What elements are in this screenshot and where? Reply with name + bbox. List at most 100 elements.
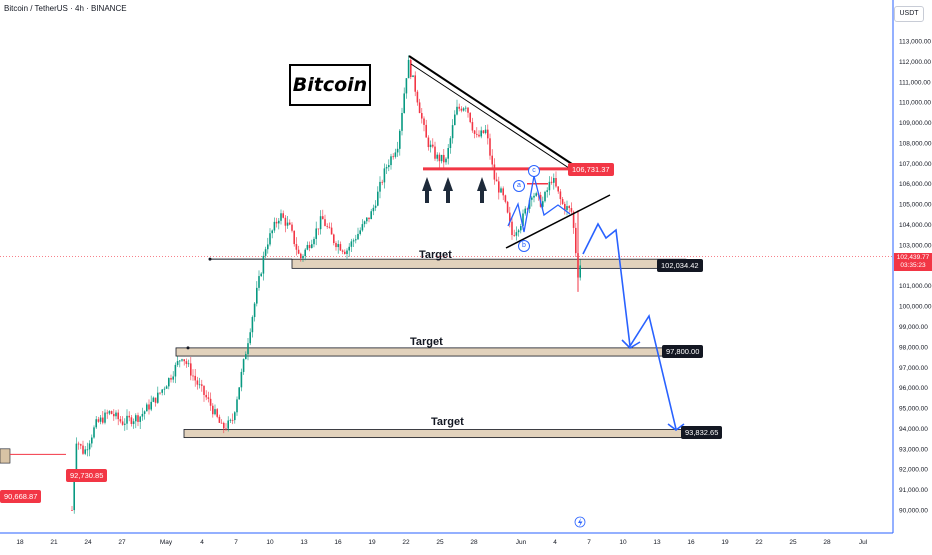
currency-button[interactable]: USDT bbox=[894, 6, 924, 22]
candle-body bbox=[438, 154, 441, 162]
candle-body bbox=[278, 220, 280, 224]
candle-body bbox=[447, 148, 449, 159]
candle-body bbox=[242, 359, 245, 372]
candle-body bbox=[330, 227, 333, 235]
wave-label-c: c bbox=[528, 165, 540, 177]
candle-body bbox=[88, 443, 91, 450]
candle-body bbox=[297, 249, 300, 254]
y-tick-label: 107,000.00 bbox=[899, 161, 932, 168]
candle-body bbox=[306, 244, 309, 250]
candle-body bbox=[388, 165, 390, 168]
candle-body bbox=[390, 156, 392, 166]
candle-body bbox=[368, 217, 370, 220]
y-tick-label: 91,000.00 bbox=[899, 487, 928, 494]
candle-body bbox=[295, 244, 298, 250]
wave-label-b: b bbox=[518, 240, 530, 252]
candle-body bbox=[286, 222, 289, 226]
target1-anchor-dot bbox=[208, 257, 212, 261]
candle-body bbox=[394, 152, 397, 157]
candle-body bbox=[168, 378, 170, 387]
candle-body bbox=[209, 398, 212, 406]
candle-body bbox=[267, 244, 269, 250]
candle-body bbox=[381, 181, 383, 183]
candle-body bbox=[143, 411, 146, 414]
candle-body bbox=[214, 409, 216, 415]
candle-body bbox=[399, 130, 401, 149]
candle-body bbox=[102, 417, 104, 423]
candle-body bbox=[449, 138, 452, 149]
target-zone-1 bbox=[291, 258, 687, 269]
y-tick-label: 99,000.00 bbox=[899, 324, 928, 331]
candle-body bbox=[548, 181, 551, 191]
candle-body bbox=[363, 221, 366, 225]
candle-body bbox=[498, 181, 500, 193]
candle-body bbox=[77, 443, 80, 445]
candle-body bbox=[346, 250, 348, 254]
candle-body bbox=[146, 404, 148, 412]
candle-body bbox=[86, 449, 89, 451]
candle-body bbox=[183, 359, 185, 362]
y-tick-label: 93,000.00 bbox=[899, 446, 928, 453]
candle-body bbox=[196, 380, 199, 385]
candle-body bbox=[476, 133, 478, 135]
candle-body bbox=[308, 244, 311, 248]
y-tick-label: 98,000.00 bbox=[899, 344, 928, 351]
x-tick-label: 16 bbox=[334, 539, 342, 546]
candle-body bbox=[126, 415, 128, 424]
candle-body bbox=[467, 107, 469, 113]
x-tick-label: Jun bbox=[516, 539, 527, 546]
candle-body bbox=[443, 154, 445, 163]
left-price-tag-1: 92,730.85 bbox=[66, 469, 108, 482]
candle-body bbox=[473, 130, 476, 134]
arrow-head-1 bbox=[621, 339, 641, 350]
candle-body bbox=[491, 155, 493, 165]
candle-body bbox=[370, 211, 372, 220]
candle-body bbox=[482, 130, 485, 134]
candle-body bbox=[328, 226, 331, 228]
y-tick-label: 105,000.00 bbox=[899, 202, 932, 209]
y-tick-label: 94,000.00 bbox=[899, 426, 928, 433]
projection-path bbox=[582, 222, 677, 430]
candle-body bbox=[258, 276, 260, 288]
candle-body bbox=[229, 419, 232, 421]
bar-countdown: 03:35:23 bbox=[900, 262, 926, 269]
candle-body bbox=[161, 389, 163, 393]
candle-body bbox=[311, 244, 313, 248]
target3-price-tag: 93,832.65 bbox=[681, 426, 723, 439]
candle-body bbox=[462, 108, 465, 111]
candle-body bbox=[533, 195, 535, 198]
candle-body bbox=[291, 224, 293, 231]
candle-body bbox=[478, 134, 480, 137]
x-tick-label: 10 bbox=[266, 539, 274, 546]
candle-body bbox=[513, 235, 515, 236]
candle-body bbox=[130, 417, 133, 424]
y-tick-label: 97,000.00 bbox=[899, 365, 928, 372]
candle-body bbox=[139, 416, 141, 422]
candle-body bbox=[317, 228, 320, 230]
candle-body bbox=[201, 384, 203, 386]
candle-body bbox=[181, 359, 183, 361]
candle-body bbox=[124, 423, 126, 425]
price-axis-bg bbox=[893, 0, 932, 550]
candle-body bbox=[377, 191, 379, 206]
candle-body bbox=[403, 93, 405, 113]
y-tick-label: 104,000.00 bbox=[899, 222, 932, 229]
y-tick-label: 90,000.00 bbox=[899, 508, 928, 515]
candle-body bbox=[454, 114, 456, 126]
candle-body bbox=[392, 156, 394, 158]
candle-body bbox=[207, 397, 210, 399]
candle-body bbox=[110, 411, 113, 414]
candle-body bbox=[293, 230, 295, 245]
y-tick-label: 101,000.00 bbox=[899, 283, 932, 290]
x-tick-label: 28 bbox=[470, 539, 478, 546]
x-tick-label: 7 bbox=[587, 539, 591, 546]
target1-price-tag: 102,034.42 bbox=[657, 259, 703, 272]
candle-body bbox=[427, 137, 430, 148]
candle-body bbox=[339, 244, 342, 251]
candle-body bbox=[82, 445, 84, 454]
candle-body bbox=[418, 102, 421, 114]
current-price-tag: 102,439.77 03:35:23 bbox=[894, 253, 932, 271]
candle-body bbox=[469, 112, 471, 123]
